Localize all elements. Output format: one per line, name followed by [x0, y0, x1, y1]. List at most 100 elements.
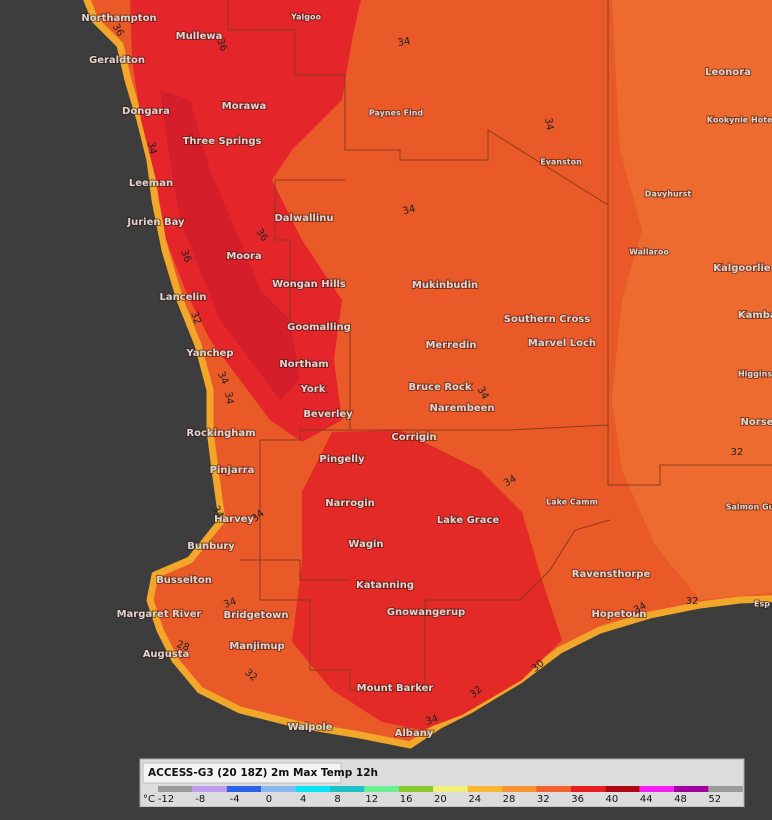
legend: ACCESS-G3 (20 18Z) 2m Max Temp 12h °C -1…	[139, 758, 745, 820]
place-label: Wagin	[348, 539, 383, 550]
place-label: Morawa	[222, 101, 267, 112]
place-label: Esp	[754, 600, 770, 609]
contour-label: 34	[542, 117, 555, 131]
place-label: Beverley	[303, 409, 353, 420]
place-label: Albany	[395, 728, 434, 739]
place-label: Narembeen	[429, 403, 494, 414]
place-label: Ravensthorpe	[572, 569, 651, 580]
place-label: York	[300, 384, 326, 395]
legend-swatch	[330, 786, 365, 792]
legend-tick-label: 24	[468, 794, 481, 805]
place-label: Pingelly	[319, 454, 365, 465]
place-label: Kookynie Hotel	[707, 116, 772, 125]
place-label: Katanning	[356, 580, 414, 591]
contour-label: 34	[145, 141, 158, 155]
legend-tick-label: 52	[708, 794, 721, 805]
place-label: Northampton	[81, 13, 156, 24]
place-label: Hopetoun	[591, 609, 646, 620]
contour-label: 34	[215, 370, 230, 386]
place-label: Augusta	[143, 649, 190, 660]
place-label: Moora	[226, 251, 261, 262]
place-label: Davyhurst	[645, 190, 692, 199]
place-label: Norse	[741, 417, 772, 428]
legend-tick-label: 8	[334, 794, 340, 805]
hot-zone-south	[292, 430, 562, 730]
place-label: Lake Camm	[546, 498, 598, 507]
contour-label: 36	[214, 37, 229, 53]
place-label: Margaret River	[117, 609, 202, 620]
contour-label: 28	[175, 639, 191, 654]
legend-tick-label: 0	[266, 794, 272, 805]
legend-tick-label: -8	[195, 794, 205, 805]
place-label: Goomalling	[287, 322, 351, 333]
legend-tick-label: 4	[300, 794, 306, 805]
legend-swatch	[295, 786, 330, 792]
legend-title: ACCESS-G3 (20 18Z) 2m Max Temp 12h	[148, 767, 378, 779]
place-label: Paynes Find	[369, 109, 424, 118]
legend-tick-label: 36	[571, 794, 584, 805]
legend-tick-label: 28	[503, 794, 516, 805]
place-label: Lake Grace	[437, 515, 500, 526]
boundaries	[227, 0, 772, 691]
contour-label: 32	[188, 310, 203, 326]
legend-tick-label: 40	[606, 794, 619, 805]
legend-swatch	[605, 786, 640, 792]
place-label: Dalwallinu	[275, 213, 334, 224]
legend-swatch	[158, 786, 193, 792]
contour-label: 34	[397, 36, 411, 49]
legend-swatch	[570, 786, 606, 792]
place-label: Mukinbudin	[412, 280, 478, 291]
legend-tick-label: 12	[365, 794, 378, 805]
contour-label: 34	[402, 204, 417, 218]
east-warm-zone	[612, 0, 772, 600]
place-label: Yalgoo	[290, 13, 321, 22]
place-label: Jurien Bay	[126, 217, 185, 228]
hot-zone-core	[160, 90, 300, 400]
place-label: Yanchep	[185, 348, 233, 359]
place-label: Three Springs	[183, 136, 262, 147]
legend-swatch	[674, 786, 709, 792]
place-label: Salmon Gu	[726, 503, 772, 512]
legend-tick-label: -12	[158, 794, 174, 805]
legend-title-box	[142, 762, 342, 784]
place-label: Walpole	[287, 722, 332, 733]
contour-label: 32	[686, 596, 699, 607]
place-label: Merredin	[425, 340, 476, 351]
place-label: Mullewa	[176, 31, 223, 42]
legend-tick-label: 44	[640, 794, 653, 805]
place-label: Busselton	[156, 575, 212, 586]
place-label: Manjimup	[229, 641, 284, 652]
contour-label: 36	[178, 248, 193, 264]
legend-tick-label: 48	[674, 794, 687, 805]
place-label: Kambal	[738, 310, 772, 321]
legend-swatch	[398, 786, 434, 792]
place-label: Bridgetown	[223, 610, 288, 621]
place-label: Leonora	[705, 67, 751, 78]
place-label: Kalgoorlie	[713, 263, 771, 274]
place-label: Bruce Rock	[408, 382, 471, 393]
place-label: Gnowangerup	[387, 607, 465, 618]
place-label: Corrigin	[391, 432, 436, 443]
legend-tick-label: 32	[537, 794, 550, 805]
place-label: Wallaroo	[629, 248, 669, 257]
place-label: Narrogin	[325, 498, 375, 509]
place-label: Rockingham	[186, 428, 255, 439]
place-label: Pinjarra	[210, 465, 255, 476]
legend-swatch	[192, 786, 227, 792]
place-label: Wongan Hills	[272, 279, 346, 290]
bottom-strip	[140, 807, 744, 820]
place-label: Higgins	[738, 370, 772, 379]
legend-tick-label: 16	[400, 794, 413, 805]
place-label: Lancelin	[160, 292, 207, 303]
legend-tick-label: -4	[230, 794, 240, 805]
legend-tick-label: 20	[434, 794, 447, 805]
contour-label: 34	[222, 391, 235, 405]
contour-label: 32	[731, 447, 744, 458]
legend-swatch	[536, 786, 571, 792]
legend-swatch	[502, 786, 537, 792]
place-label: Geraldton	[89, 55, 145, 66]
place-label: Dongara	[122, 106, 170, 117]
contour-label: 34	[222, 596, 238, 611]
